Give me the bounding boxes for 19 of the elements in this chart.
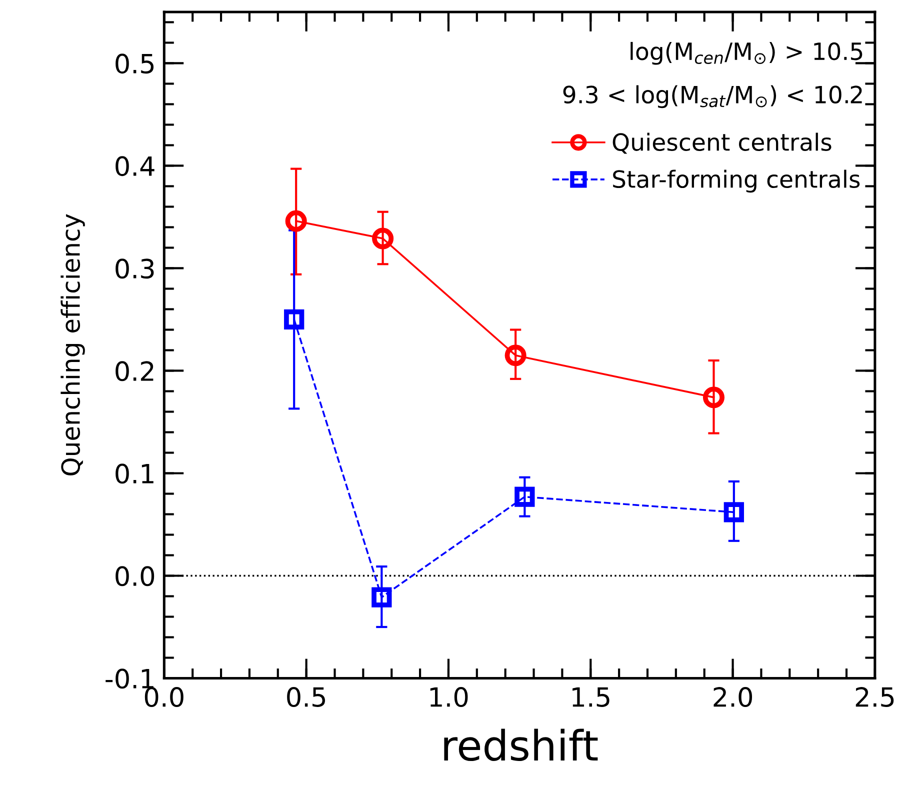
y-tick-label: 0.4 (116, 156, 154, 176)
y-tick-label: 0.3 (116, 258, 154, 279)
x-tick-label: 2.5 (856, 687, 894, 708)
x-tick-label: 0.5 (287, 687, 325, 708)
y-tick-label: 0.1 (116, 464, 154, 484)
y-tick-label: -0.1 (106, 668, 154, 689)
x-tick-label: 2.0 (714, 687, 752, 708)
x-tick-label: 1.5 (572, 687, 610, 708)
x-axis-title: redshift (444, 728, 598, 762)
y-axis-title: Quenching efficiency (60, 214, 85, 476)
y-tick-label: 0.0 (116, 566, 154, 586)
annotation: 9.3 < log(M$_{sat}$/M$_{⊙}$) < 10.2 (563, 85, 862, 108)
legend-label: Quiescent centrals (612, 132, 832, 154)
x-tick-label: 0.0 (144, 687, 184, 708)
y-tick-label: 0.2 (116, 361, 154, 382)
y-tick-label: 0.5 (116, 54, 154, 74)
x-tick-label: 1.0 (430, 687, 468, 708)
legend-label: Star-forming centrals (613, 170, 860, 193)
annotation: log(M$_{cen}$/M$_{⊙}$) > 10.5 (630, 42, 862, 65)
